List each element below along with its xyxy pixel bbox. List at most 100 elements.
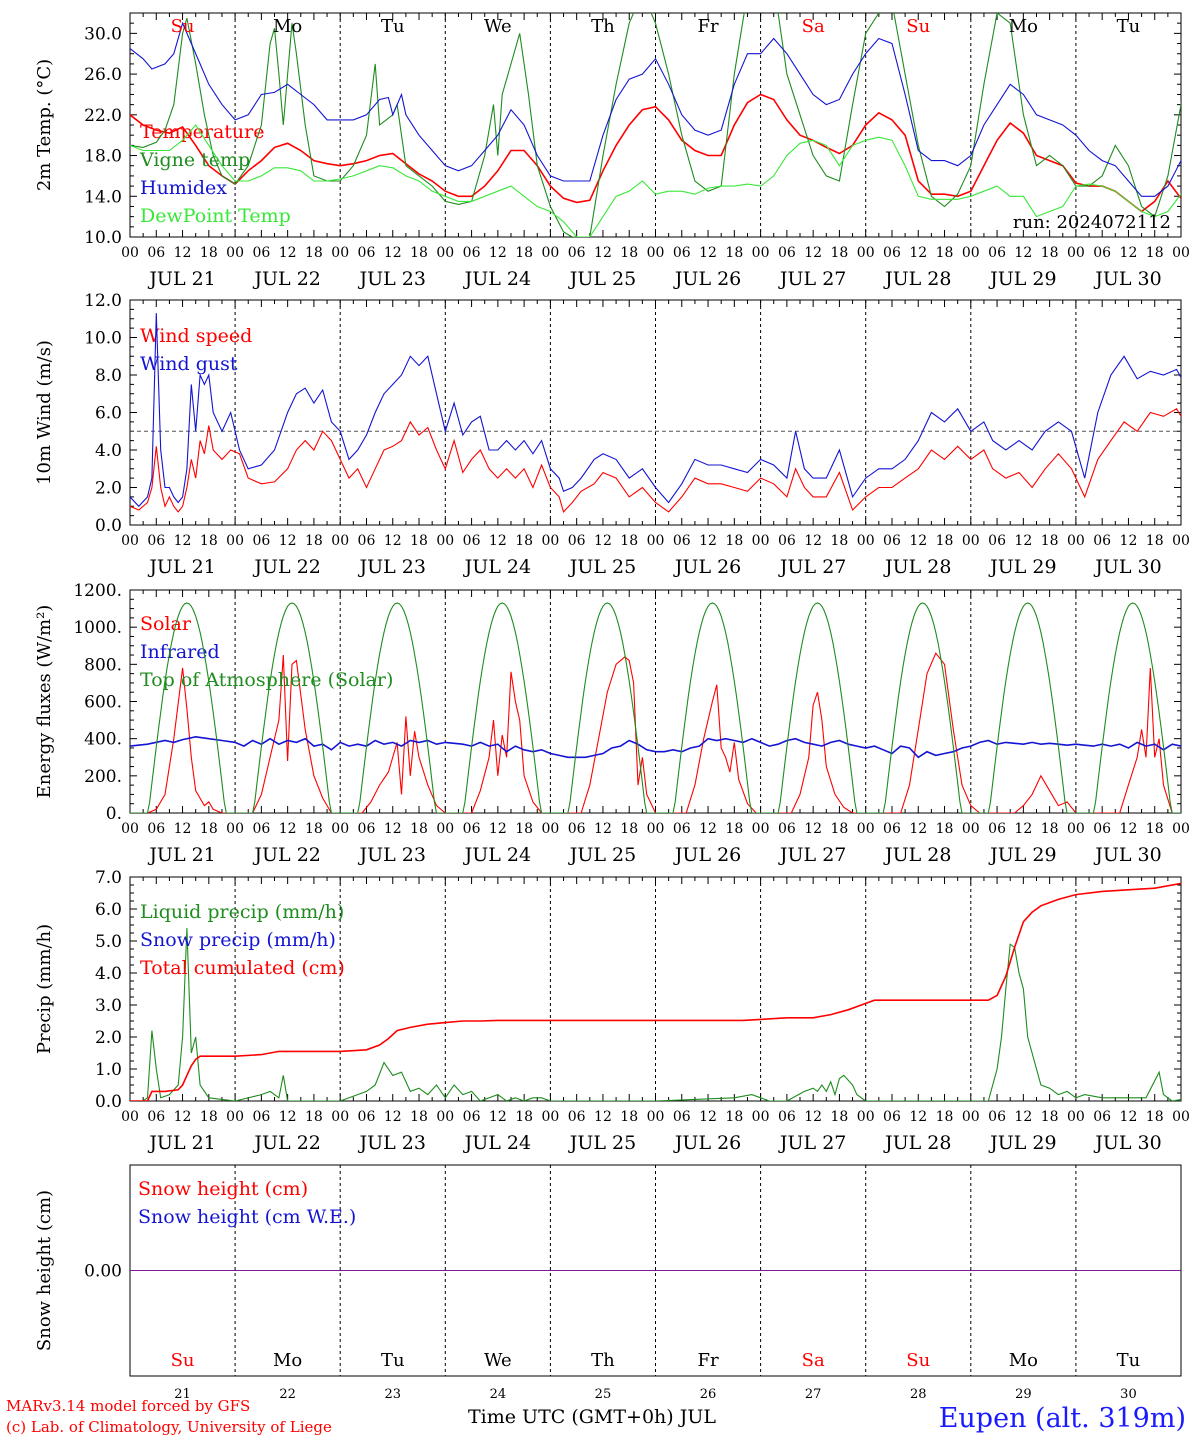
- wind-hour-tick-label: 00: [1172, 533, 1190, 549]
- temp-plot-frame: [129, 12, 1182, 238]
- lab-credit: (c) Lab. of Climatology, University of L…: [6, 1418, 332, 1436]
- energy-date-label: JUL 27: [778, 844, 846, 866]
- wind-hour-tick-label: 00: [962, 533, 980, 549]
- wind-series-wind-gust: [130, 313, 1181, 508]
- temp-hour-tick-label: 18: [831, 245, 849, 261]
- wind-hour-tick-label: 12: [384, 533, 402, 549]
- wind-hour-tick-label: 12: [279, 533, 297, 549]
- energy-plot-frame: [129, 589, 1182, 814]
- temp-legend-entry: DewPoint Temp: [140, 205, 291, 227]
- temp-date-label: JUL 23: [358, 268, 426, 290]
- temp-legend-entry: Humidex: [140, 177, 227, 199]
- precip-hour-tick-label: 00: [1172, 1109, 1190, 1125]
- precip-hour-tick-label: 00: [962, 1109, 980, 1125]
- day-of-month-label: 22: [279, 1387, 296, 1402]
- temp-y-tick-label: 22.0: [84, 106, 122, 126]
- wind-y-tick-label: 2.0: [95, 479, 122, 499]
- energy-series-infrared: [130, 735, 1181, 759]
- wind-hour-tick-label: 00: [121, 533, 139, 549]
- precip-legend-entry: Total cumulated (cm): [140, 957, 345, 979]
- temp-hour-tick-label: 00: [121, 245, 139, 261]
- energy-date-label: JUL 30: [1093, 844, 1161, 866]
- temp-legend-entry: Temperature: [140, 121, 264, 143]
- temp-hour-tick-label: 06: [252, 245, 270, 261]
- snow-legend-entry: Snow height (cm W.E.): [138, 1206, 356, 1228]
- precip-legend-entry: Liquid precip (mm/h): [140, 901, 344, 923]
- precip-series-total-cumulated-cm: [130, 882, 1181, 1101]
- precip-y-tick-label: 4.0: [95, 964, 122, 984]
- precip-hour-tick-label: 18: [410, 1109, 428, 1125]
- wind-y-tick-label: 10.0: [84, 329, 122, 349]
- precip-hour-tick-label: 06: [358, 1109, 376, 1125]
- temp-hour-tick-label: 12: [699, 245, 717, 261]
- model-credit: MARv3.14 model forced by GFS: [6, 1397, 251, 1415]
- precip-date-label: JUL 21: [147, 1132, 215, 1154]
- precip-hour-tick-label: 00: [857, 1109, 875, 1125]
- energy-hour-tick-label: 00: [1067, 821, 1085, 837]
- wind-hour-tick-label: 18: [936, 533, 954, 549]
- temp-hour-tick-label: 06: [988, 245, 1006, 261]
- energy-hour-tick-label: 12: [384, 821, 402, 837]
- precip-hour-tick-label: 12: [1014, 1109, 1032, 1125]
- temp-hour-tick-label: 06: [1093, 245, 1111, 261]
- precip-hour-tick-label: 06: [988, 1109, 1006, 1125]
- energy-date-label: JUL 23: [358, 844, 426, 866]
- precip-y-tick-label: 6.0: [95, 900, 122, 920]
- snow-y-tick-label: 0.00: [84, 1262, 122, 1282]
- top-weekday-label: We: [484, 16, 512, 37]
- energy-hour-tick-label: 06: [252, 821, 270, 837]
- energy-y-tick-label: 1200.: [73, 581, 122, 601]
- wind-date-label: JUL 28: [883, 556, 951, 578]
- temp-hour-tick-label: 18: [1041, 245, 1059, 261]
- wind-hour-tick-label: 18: [620, 533, 638, 549]
- precip-hour-tick-label: 18: [831, 1109, 849, 1125]
- temp-y-tick-label: 30.0: [84, 24, 122, 44]
- temp-hour-tick-label: 00: [541, 245, 559, 261]
- weekday-label: Su: [171, 1350, 195, 1371]
- wind-date-label: JUL 26: [673, 556, 741, 578]
- weekday-label: Th: [591, 1350, 615, 1371]
- snow-y-axis-label: Snow height (cm): [34, 1190, 55, 1351]
- wind-date-label: JUL 30: [1093, 556, 1161, 578]
- weekday-label: Mo: [1009, 1350, 1038, 1371]
- energy-legend-entry: Infrared: [140, 641, 220, 663]
- wind-hour-tick-label: 18: [831, 533, 849, 549]
- energy-hour-tick-label: 12: [909, 821, 927, 837]
- precip-hour-tick-label: 00: [331, 1109, 349, 1125]
- energy-date-label: JUL 22: [252, 844, 320, 866]
- temp-series-vigne-temp: [130, 13, 1181, 237]
- energy-hour-tick-label: 00: [436, 821, 454, 837]
- temp-hour-tick-label: 12: [1014, 245, 1032, 261]
- precip-hour-tick-label: 18: [200, 1109, 218, 1125]
- energy-date-label: JUL 28: [883, 844, 951, 866]
- top-weekday-label: Su: [171, 16, 195, 37]
- precip-hour-tick-label: 06: [147, 1109, 165, 1125]
- precip-y-tick-label: 0.0: [95, 1092, 122, 1112]
- precip-hour-tick-label: 18: [515, 1109, 533, 1125]
- temp-y-tick-label: 18.0: [84, 147, 122, 167]
- energy-hour-tick-label: 18: [936, 821, 954, 837]
- temp-hour-tick-label: 06: [883, 245, 901, 261]
- temp-hour-tick-label: 00: [436, 245, 454, 261]
- energy-legend-entry: Solar: [140, 613, 192, 635]
- energy-y-tick-label: 400.: [84, 730, 122, 750]
- precip-y-tick-label: 3.0: [95, 996, 122, 1016]
- top-weekday-label: Tu: [1117, 16, 1141, 37]
- temp-hour-tick-label: 12: [279, 245, 297, 261]
- temp-date-label: JUL 29: [988, 268, 1056, 290]
- precip-hour-tick-label: 00: [1067, 1109, 1085, 1125]
- energy-hour-tick-label: 18: [1041, 821, 1059, 837]
- temp-hour-tick-label: 12: [489, 245, 507, 261]
- wind-hour-tick-label: 00: [857, 533, 875, 549]
- precip-hour-tick-label: 06: [673, 1109, 691, 1125]
- precip-hour-tick-label: 06: [1093, 1109, 1111, 1125]
- precip-hour-tick-label: 06: [568, 1109, 586, 1125]
- run-annotation: run: 2024072112: [1013, 212, 1171, 233]
- energy-hour-tick-label: 18: [831, 821, 849, 837]
- wind-hour-tick-label: 06: [463, 533, 481, 549]
- temp-hour-tick-label: 00: [1172, 245, 1190, 261]
- day-of-month-label: 23: [384, 1387, 401, 1402]
- precip-hour-tick-label: 06: [463, 1109, 481, 1125]
- wind-hour-tick-label: 12: [1014, 533, 1032, 549]
- top-weekday-label: Mo: [273, 16, 302, 37]
